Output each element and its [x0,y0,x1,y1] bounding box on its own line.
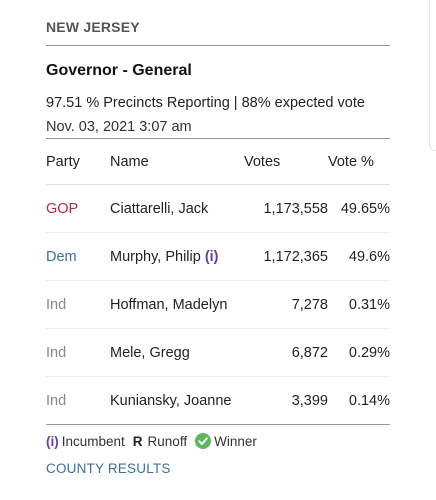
column-header-vote-pct: Vote % [328,140,390,185]
vote-pct-cell: 0.31% [328,280,390,329]
race-title: Governor - General [46,62,192,79]
state-heading: NEW JERSEY [46,19,390,46]
incumbent-legend-marker: (i) [46,433,59,449]
runoff-legend-label: Runoff [147,433,188,449]
votes-cell: 7,278 [244,280,328,329]
vote-pct-cell: 49.6% [328,232,390,281]
party-cell: GOP [46,184,110,233]
table-row: Dem Murphy, Philip (i) 1,172,365 49.6% [46,232,390,281]
precincts-reporting: 97.51 % Precincts Reporting | 88% expect… [46,95,365,111]
column-header-votes: Votes [244,140,328,185]
table-row: Ind Kuniansky, Joanne 3,399 0.14% [46,376,390,425]
table-row: Ind Mele, Gregg 6,872 0.29% [46,328,390,377]
vote-pct-cell: 0.29% [328,328,390,377]
table-row: Ind Hoffman, Madelyn 7,278 0.31% [46,280,390,329]
candidate-name: Hoffman, Madelyn [110,280,244,329]
runoff-legend-marker: R [132,433,143,449]
candidate-name: Murphy, Philip (i) [110,232,244,281]
legend-incumbent: (i) Incumbent [46,434,125,449]
results-table: Party Name Votes Vote % GOP Ciattarelli,… [46,140,390,425]
incumbent-legend-label: Incumbent [61,433,125,449]
vote-pct-cell: 0.14% [328,376,390,425]
vote-pct-cell: 49.65% [328,184,390,233]
check-circle-icon [195,433,212,449]
party-cell: Dem [46,232,110,281]
candidate-name-text: Mele, Gregg [110,344,190,361]
votes-cell: 3,399 [244,376,328,425]
candidate-name-text: Hoffman, Madelyn [110,296,228,313]
county-results-link[interactable]: COUNTY RESULTS [46,461,171,476]
scroll-edge [429,0,436,151]
table-row: GOP Ciattarelli, Jack 1,173,558 49.65% [46,184,390,233]
legend-winner: Winner [195,433,257,449]
candidate-name: Ciattarelli, Jack [110,184,244,233]
legend: (i) Incumbent R Runoff Winner [46,433,265,449]
candidate-name-text: Murphy, Philip [110,248,201,265]
winner-legend-label: Winner [214,433,257,449]
candidate-name-text: Kuniansky, Joanne [110,392,232,409]
votes-cell: 1,173,558 [244,184,328,233]
table-header-row: Party Name Votes Vote % [46,140,390,185]
candidate-name: Kuniansky, Joanne [110,376,244,425]
votes-cell: 1,172,365 [244,232,328,281]
votes-cell: 6,872 [244,328,328,377]
party-cell: Ind [46,280,110,329]
legend-runoff: R Runoff [133,434,187,449]
incumbent-marker: (i) [204,248,219,265]
column-header-name: Name [110,140,244,185]
party-cell: Ind [46,376,110,425]
candidate-name: Mele, Gregg [110,328,244,377]
column-header-party: Party [46,140,110,185]
candidate-name-text: Ciattarelli, Jack [110,200,209,217]
timestamp: Nov. 03, 2021 3:07 am [46,119,390,139]
party-cell: Ind [46,328,110,377]
